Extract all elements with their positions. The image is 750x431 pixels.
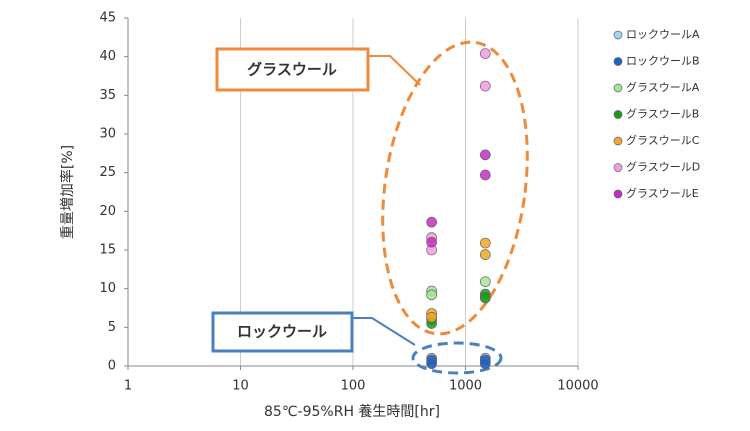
glasswool-ellipse <box>381 40 529 336</box>
y-tick-label: 35 <box>99 88 116 103</box>
annotation-box <box>215 47 370 92</box>
legend-label: ロックウールA <box>626 28 700 41</box>
point <box>426 311 437 323</box>
y-tick-label: 40 <box>99 49 116 64</box>
x-tick-label: 10 <box>232 379 249 394</box>
legend-marker <box>613 83 623 93</box>
legend-label: ロックウールB <box>626 55 700 68</box>
legend-marker <box>613 136 623 146</box>
legend-label: グラスウールA <box>626 80 700 94</box>
point <box>426 289 437 301</box>
annotation: ロックウール <box>237 323 327 341</box>
y-axis-label: 重量増加率[%] <box>59 145 76 239</box>
point <box>479 292 491 304</box>
legend-marker <box>613 163 623 172</box>
point <box>479 358 491 370</box>
callout-line <box>368 55 421 86</box>
point <box>426 216 437 228</box>
point <box>479 48 491 59</box>
legend-marker <box>613 30 623 40</box>
point <box>479 249 491 260</box>
rockwool-ellipse <box>411 341 503 375</box>
x-tick-label: 1000 <box>449 379 482 394</box>
callout-line <box>352 317 416 346</box>
point <box>426 236 437 248</box>
point <box>479 80 491 92</box>
legend-label: グラスウールB <box>626 107 699 121</box>
annotation: グラスウール <box>247 61 337 79</box>
x-tick-label: 1 <box>124 379 132 394</box>
y-tick-label: 15 <box>99 243 116 258</box>
y-tick-label: 25 <box>99 165 116 180</box>
annotation-box <box>211 311 354 353</box>
y-tick-label: 5 <box>108 320 116 335</box>
point <box>479 169 491 181</box>
legend-marker <box>613 189 623 199</box>
x-tick-label: 100 <box>341 379 366 394</box>
point <box>479 237 491 249</box>
legend-marker <box>613 57 623 66</box>
legend-label: グラスウールE <box>626 186 699 200</box>
point <box>479 149 491 161</box>
y-tick-label: 10 <box>99 281 116 296</box>
x-axis-label: 85℃-95%RH 養生時間[hr] <box>264 403 440 420</box>
y-tick-label: 30 <box>99 127 116 142</box>
legend-label: グラスウールC <box>626 133 700 147</box>
y-tick-label: 20 <box>99 204 116 219</box>
y-tick-label: 45 <box>99 11 116 26</box>
y-tick-label: 0 <box>108 359 116 374</box>
point <box>479 276 491 288</box>
legend-marker <box>613 110 623 119</box>
point <box>426 358 437 370</box>
legend-label: グラスウールD <box>626 160 700 174</box>
x-tick-label: 10000 <box>557 379 598 394</box>
